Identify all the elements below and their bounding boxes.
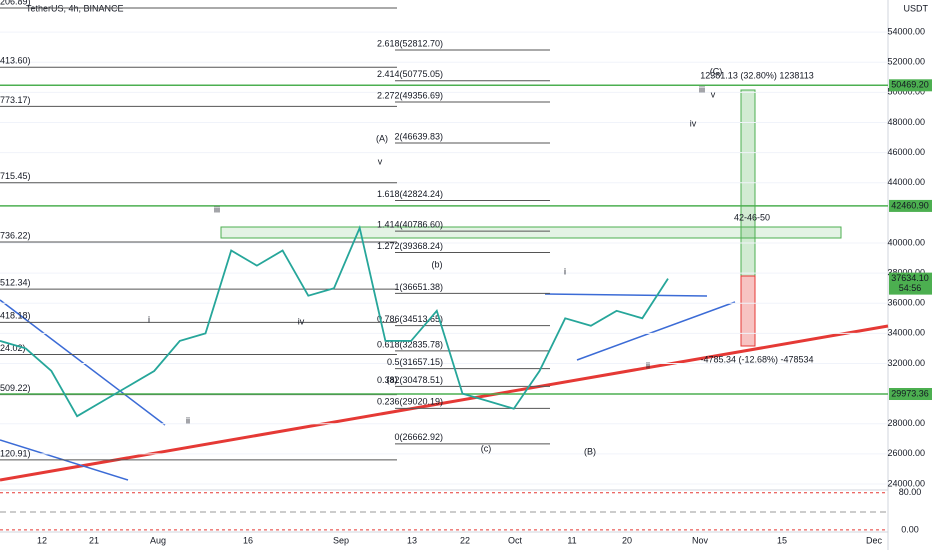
x-tick-label: 16 xyxy=(243,535,253,545)
x-tick-label: 11 xyxy=(567,535,576,545)
zone xyxy=(220,226,842,239)
fib-label: 24.02) xyxy=(0,343,26,353)
trendline xyxy=(576,301,736,361)
fib-label: 1.618(42824.24) xyxy=(377,189,443,199)
fib-label: 509.22) xyxy=(0,383,31,393)
fib-label: 0.382(30478.51) xyxy=(377,375,443,385)
y-tick-label: 54000.00 xyxy=(887,27,925,37)
y-tick-label: 26000.00 xyxy=(887,448,925,458)
price-label-box xyxy=(889,79,932,92)
fib-label: 512.34) xyxy=(0,278,31,288)
fib-label: 413.60) xyxy=(0,56,31,66)
x-tick-label: 22 xyxy=(460,535,470,545)
wave-label: ii xyxy=(646,360,650,370)
price-line xyxy=(0,224,669,418)
y-tick-label: 50000.00 xyxy=(887,87,925,97)
wave-label: (b) xyxy=(432,259,443,269)
y-tick-label: 40000.00 xyxy=(887,237,925,247)
measure-label: 12381.13 (32.80%) 1238113 xyxy=(700,70,813,80)
wave-label: iii xyxy=(214,204,220,214)
currency: USDT xyxy=(904,3,929,13)
x-tick-label: Nov xyxy=(692,535,709,545)
wave-label: v xyxy=(711,89,716,99)
fib-label: 773.17) xyxy=(0,95,31,105)
fib-label: 0.5(31657.15) xyxy=(387,357,443,367)
wave-label: i xyxy=(564,266,566,276)
trendline xyxy=(544,293,708,297)
wave-label: ii xyxy=(186,415,190,425)
price-label: 42460.90 xyxy=(891,200,929,210)
fib-label: 0.786(34513.65) xyxy=(377,314,443,324)
wave-label: v xyxy=(378,156,383,166)
wave-label: iv xyxy=(298,316,305,326)
price-label: 50469.20 xyxy=(891,80,929,90)
price-label: 37634.10 xyxy=(891,273,929,283)
x-tick-label: Oct xyxy=(508,535,523,545)
fib-label: 1(36651.38) xyxy=(394,282,443,292)
rsi-tick-label: 0.00 xyxy=(901,524,919,534)
fib-label: 418.18) xyxy=(0,311,31,321)
fib-label: 2(46639.83) xyxy=(394,131,443,141)
y-tick-label: 32000.00 xyxy=(887,358,925,368)
trendline xyxy=(0,299,166,426)
wave-label: (C) xyxy=(710,66,723,76)
countdown: 54:56 xyxy=(899,283,922,293)
x-tick-label: 13 xyxy=(407,535,417,545)
wave-label: iii xyxy=(699,84,705,94)
x-tick-label: 20 xyxy=(622,535,632,545)
measure-label: 42-46-50 xyxy=(734,212,770,222)
y-tick-label: 38000.00 xyxy=(887,267,925,277)
fib-label: 0(26662.92) xyxy=(394,432,443,442)
wave-label: iv xyxy=(690,118,697,128)
y-tick-label: 36000.00 xyxy=(887,298,925,308)
wave-label: (c) xyxy=(481,443,492,453)
y-tick-label: 24000.00 xyxy=(887,478,925,488)
y-tick-label: 44000.00 xyxy=(887,177,925,187)
rsi-tick-label: 80.00 xyxy=(899,487,922,497)
x-tick-label: Aug xyxy=(150,535,166,545)
y-tick-label: 52000.00 xyxy=(887,57,925,67)
fib-label: 736.22) xyxy=(0,230,31,240)
fib-label: 715.45) xyxy=(0,171,31,181)
fib-label: 0.236(29020.19) xyxy=(377,397,443,407)
fib-label: 0.618(32835.78) xyxy=(377,339,443,349)
price-label-box xyxy=(889,199,932,212)
price-label-box xyxy=(889,388,932,401)
fib-label: 2.618(52812.70) xyxy=(377,38,443,48)
fib-label: 206.89) xyxy=(0,0,31,6)
wave-label: (a) xyxy=(387,374,398,384)
y-tick-label: 48000.00 xyxy=(887,117,925,127)
fib-label: 1.272(39368.24) xyxy=(377,241,443,251)
y-tick-label: 34000.00 xyxy=(887,328,925,338)
wave-label: i xyxy=(148,314,150,324)
x-tick-label: Dec xyxy=(866,535,883,545)
wave-label: (A) xyxy=(376,133,388,143)
stop-box xyxy=(740,275,756,347)
fib-label: 1.414(40786.60) xyxy=(377,220,443,230)
fib-label: 2.272(49356.69) xyxy=(377,90,443,100)
x-tick-label: 12 xyxy=(37,535,47,545)
measure-label: -4785.34 (-12.68%) -478534 xyxy=(700,354,813,364)
y-tick-label: 28000.00 xyxy=(887,418,925,428)
price-label-box xyxy=(889,272,932,295)
x-tick-label: Sep xyxy=(333,535,349,545)
fib-label: 120.91) xyxy=(0,448,31,458)
price-label: 29973.36 xyxy=(891,388,929,398)
x-tick-label: 15 xyxy=(777,535,787,545)
fib-label: 2.414(50775.05) xyxy=(377,69,443,79)
y-tick-label: 46000.00 xyxy=(887,147,925,157)
x-tick-label: 21 xyxy=(89,535,99,545)
wave-label: (B) xyxy=(584,446,596,456)
